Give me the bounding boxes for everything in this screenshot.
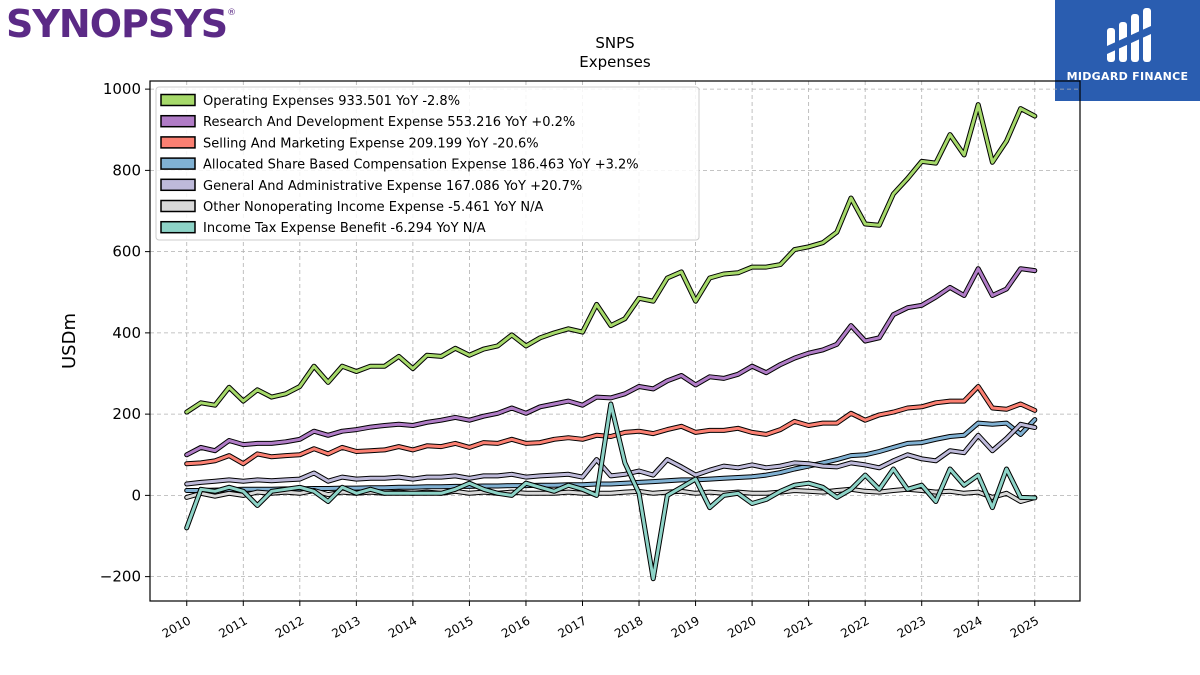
legend: Operating Expenses 933.501 YoY -2.8% Rese… bbox=[155, 86, 700, 241]
x-tick-label: 2012 bbox=[273, 613, 306, 640]
x-tick-label: 2011 bbox=[216, 613, 249, 640]
x-tick-label: 2022 bbox=[838, 613, 871, 640]
x-tick-label: 2020 bbox=[725, 613, 758, 640]
x-tick-label: 2016 bbox=[499, 613, 532, 640]
series-sbc bbox=[184, 417, 1038, 493]
legend-label-sbc: Allocated Share Based Compensation Expen… bbox=[203, 158, 639, 173]
series-ga bbox=[184, 421, 1038, 487]
series-sales bbox=[184, 384, 1038, 467]
legend-label-rnd: Research And Development Expense 553.216… bbox=[203, 115, 575, 130]
series-rnd bbox=[184, 266, 1038, 458]
legend-label-operating: Operating Expenses 933.501 YoY -2.8% bbox=[203, 94, 460, 109]
legend-swatch-rnd bbox=[160, 114, 196, 128]
legend-swatch-tax bbox=[160, 220, 196, 234]
series-tax-line bbox=[185, 402, 1037, 581]
y-tick-label: 800 bbox=[112, 161, 141, 179]
y-tick-label: 1000 bbox=[103, 80, 141, 98]
legend-box bbox=[155, 86, 700, 241]
chart-title: SNPS bbox=[595, 34, 634, 52]
series-other-line bbox=[185, 487, 1037, 503]
x-tick-label: 2010 bbox=[160, 613, 193, 640]
midgard-finance-mark-icon bbox=[1107, 8, 1151, 62]
chart-subtitle: Expenses bbox=[579, 53, 651, 71]
y-axis-label: USDm bbox=[59, 313, 80, 369]
legend-label-tax: Income Tax Expense Benefit -6.294 YoY N/… bbox=[203, 221, 486, 236]
y-tick-label: 0 bbox=[131, 486, 141, 504]
series-sbc-line bbox=[185, 418, 1037, 492]
y-tick-label: 200 bbox=[112, 405, 141, 423]
series-operating-line bbox=[185, 103, 1037, 414]
synopsys-logo-text: SYNOPSYS bbox=[6, 2, 228, 46]
series-tax bbox=[184, 401, 1038, 582]
series-sales-line bbox=[185, 385, 1037, 466]
x-tick-label: 2021 bbox=[782, 613, 815, 640]
x-tick-label: 2015 bbox=[442, 613, 475, 640]
x-tick-label: 2017 bbox=[556, 613, 589, 640]
x-tick-label: 2019 bbox=[669, 613, 702, 640]
x-tick-label: 2024 bbox=[951, 613, 984, 640]
x-tick-label: 2018 bbox=[612, 613, 645, 640]
series-layer bbox=[184, 102, 1038, 582]
midgard-finance-logo: MIDGARD FINANCE bbox=[1055, 0, 1200, 101]
legend-swatch-other bbox=[160, 199, 196, 213]
legend-swatch-sbc bbox=[160, 157, 196, 170]
x-tick-label: 2013 bbox=[329, 613, 362, 640]
series-rnd-outline bbox=[184, 266, 1038, 458]
legend-swatch-sales bbox=[160, 136, 196, 149]
synopsys-logo: SYNOPSYS® bbox=[6, 2, 236, 46]
y-tick-label: −200 bbox=[100, 568, 141, 586]
series-rnd-line bbox=[185, 267, 1037, 457]
legend-label-ga: General And Administrative Expense 167.0… bbox=[203, 179, 582, 194]
x-tick-label: 2014 bbox=[386, 613, 419, 640]
series-operating bbox=[184, 102, 1038, 415]
plot-frame bbox=[149, 80, 1081, 602]
legend-label-other: Other Nonoperating Income Expense -5.461… bbox=[203, 200, 543, 215]
midgard-finance-label: MIDGARD FINANCE bbox=[1066, 70, 1189, 83]
y-tick-label: 400 bbox=[112, 324, 141, 342]
legend-swatch-operating bbox=[160, 93, 196, 107]
series-other bbox=[184, 486, 1038, 504]
series-ga-line bbox=[185, 422, 1037, 486]
legend-items: Operating Expenses 933.501 YoY -2.8% Rese… bbox=[160, 93, 639, 236]
x-tick-label: 2023 bbox=[895, 613, 928, 640]
legend-label-sales: Selling And Marketing Expense 209.199 Yo… bbox=[203, 136, 539, 151]
legend-swatch-ga bbox=[160, 178, 196, 192]
y-tick-label: 600 bbox=[112, 243, 141, 261]
x-tick-label: 2025 bbox=[1008, 613, 1041, 640]
